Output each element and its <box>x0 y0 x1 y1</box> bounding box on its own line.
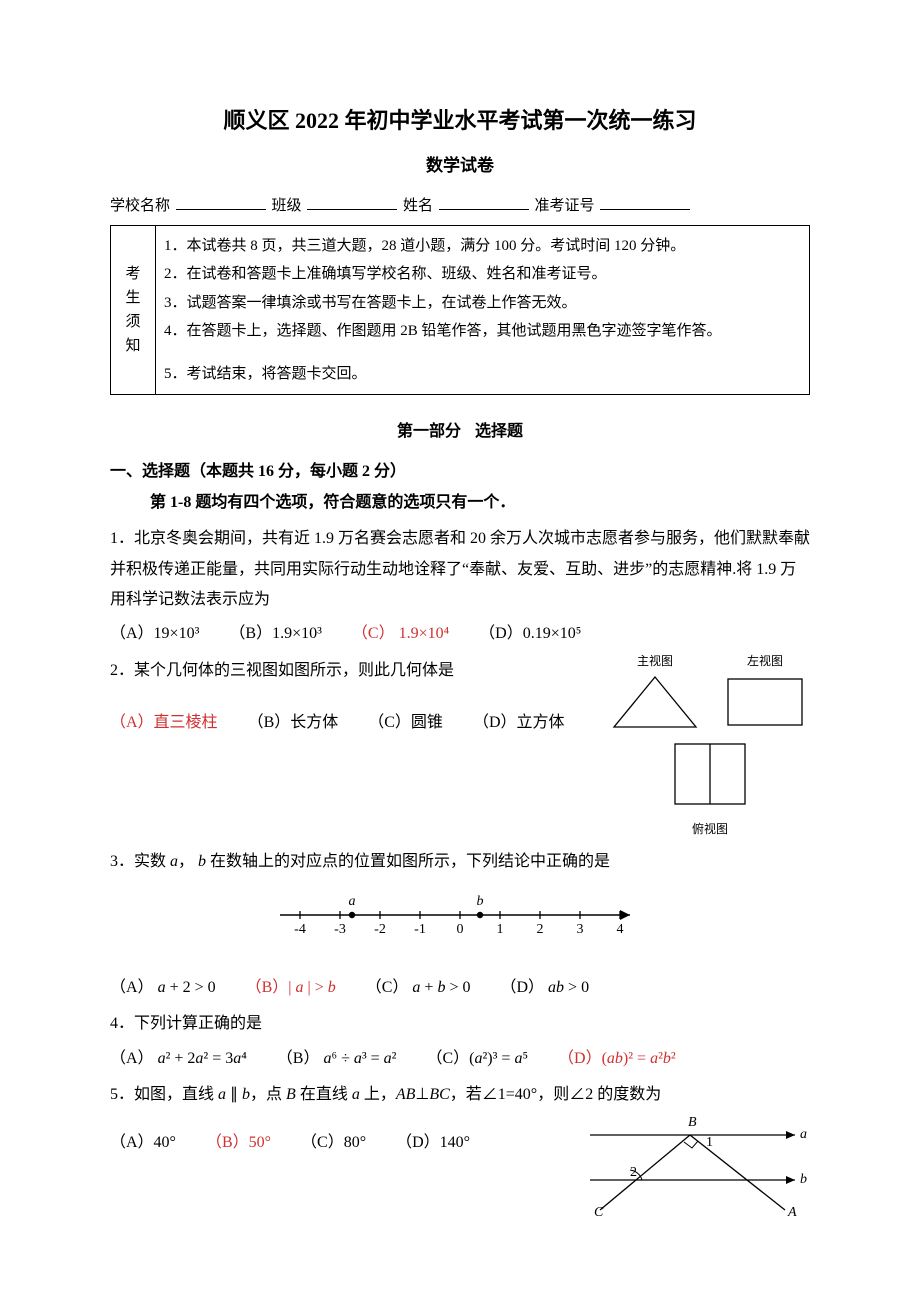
q3-opt-a: （A） a + 2 > 0 <box>110 973 216 1003</box>
q5-opt-b: （B）50° <box>206 1128 271 1158</box>
q5-diagram: B a b C A 1 2 <box>570 1110 810 1231</box>
question-3: 3．实数 a， b 在数轴上的对应点的位置如图所示，下列结论中正确的是 <box>110 847 810 877</box>
class-label: 班级 <box>272 198 302 214</box>
notice-item: 2．在试卷和答题卡上准确填写学校名称、班级、姓名和准考证号。 <box>164 260 801 289</box>
svg-text:-2: -2 <box>374 922 386 937</box>
q5-opt-a: （A）40° <box>110 1128 176 1158</box>
svg-text:A: A <box>787 1205 797 1220</box>
notice-gap <box>164 346 801 360</box>
q5-text-a: 5．如图，直线 <box>110 1086 218 1103</box>
q3-opt-c: （C） a + b > 0 <box>366 973 471 1003</box>
svg-text:2: 2 <box>537 922 544 937</box>
q4-opt-b: （B） a⁶ ÷ a³ = a² <box>277 1044 397 1074</box>
notice-left-text: 考生须知 <box>125 266 140 354</box>
front-view-label: 主视图 <box>610 650 700 673</box>
q1-opt-a: （A）19×10³ <box>110 619 199 649</box>
mc-header: 一、选择题（本题共 16 分，每小题 2 分） <box>110 457 810 487</box>
left-view-icon <box>720 673 810 731</box>
q2-options: （A）直三棱柱 （B）长方体 （C）圆锥 （D）立方体 <box>110 708 610 738</box>
notice-item: 1．本试卷共 8 页，共三道大题，28 道小题，满分 100 分。考试时间 12… <box>164 232 801 261</box>
q3-text-b: ， <box>178 853 198 870</box>
parallel-lines-icon: B a b C A 1 2 <box>570 1110 810 1220</box>
top-view-icon <box>669 740 751 810</box>
q1-opt-c: （C） 1.9×10⁴ <box>352 619 449 649</box>
ticket-label: 准考证号 <box>535 198 595 214</box>
q1-options: （A）19×10³ （B）1.9×10³ （C） 1.9×10⁴ （D）0.19… <box>110 619 810 649</box>
q4-opt-c: （C）(a²)³ = a⁵ <box>426 1044 528 1074</box>
svg-text:-4: -4 <box>294 922 306 937</box>
ticket-blank <box>600 194 690 210</box>
question-1: 1．北京冬奥会期间，共有近 1.9 万名赛会志愿者和 20 余万人次城市志愿者参… <box>110 524 810 615</box>
question-5: 5．如图，直线 a ∥ b，点 B 在直线 a 上，AB⊥BC，若∠1=40°，… <box>110 1080 810 1110</box>
svg-text:a: a <box>349 894 356 909</box>
mc-instruction: 第 1-8 题均有四个选项，符合题意的选项只有一个． <box>150 488 810 518</box>
front-view-icon <box>610 673 700 731</box>
notice-left-label: 考生须知 <box>111 225 156 395</box>
name-label: 姓名 <box>403 198 433 214</box>
q4-opt-d: （D）(ab)² = a²b² <box>558 1044 676 1074</box>
notice-item: 3．试题答案一律填涂或书写在答题卡上，在试卷上作答无效。 <box>164 289 801 318</box>
q1-opt-b: （B）1.9×10³ <box>229 619 322 649</box>
top-view-label: 俯视图 <box>669 818 751 841</box>
q5-text-d: 上， <box>360 1086 396 1103</box>
q5-options: （A）40° （B）50° （C）80° （D）140° <box>110 1128 570 1158</box>
q5-text-e: ，若∠1=40°，则∠2 的度数为 <box>450 1086 661 1103</box>
three-views-diagram: 主视图 左视图 俯视图 <box>610 650 810 841</box>
school-blank <box>176 194 266 210</box>
q5-text-b: ，点 <box>250 1086 286 1103</box>
notice-body: 1．本试卷共 8 页，共三道大题，28 道小题，满分 100 分。考试时间 12… <box>156 225 810 395</box>
number-line-diagram: -4 -3 -2 -1 0 1 2 3 4 a b <box>110 887 810 954</box>
q2-opt-c: （C）圆锥 <box>368 708 443 738</box>
q3-options: （A） a + 2 > 0 （B）| a | > b （C） a + b > 0… <box>110 973 810 1003</box>
svg-text:b: b <box>800 1172 807 1187</box>
svg-text:3: 3 <box>577 922 584 937</box>
svg-text:2: 2 <box>630 1165 637 1180</box>
q4-opt-a: （A） a² + 2a² = 3a⁴ <box>110 1044 247 1074</box>
name-blank <box>439 194 529 210</box>
question-4: 4．下列计算正确的是 <box>110 1009 810 1039</box>
notice-item: 5．考试结束，将答题卡交回。 <box>164 360 801 389</box>
section-b: 选择题 <box>475 423 523 440</box>
q2-opt-d: （D）立方体 <box>473 708 565 738</box>
q3-text-a: 3．实数 <box>110 853 170 870</box>
q5-row: （A）40° （B）50° （C）80° （D）140° <box>110 1110 810 1231</box>
q3-opt-b: （B）| a | > b <box>246 973 336 1003</box>
section-a: 第一部分 <box>397 423 461 440</box>
q1-opt-d: （D）0.19×10⁵ <box>479 619 581 649</box>
q4-options: （A） a² + 2a² = 3a⁴ （B） a⁶ ÷ a³ = a² （C）(… <box>110 1044 810 1074</box>
q2-opt-a: （A）直三棱柱 <box>110 708 218 738</box>
svg-text:1: 1 <box>706 1135 713 1150</box>
q2-opt-b: （B）长方体 <box>248 708 339 738</box>
q5-opt-d: （D）140° <box>396 1128 470 1158</box>
section-header: 第一部分选择题 <box>110 417 810 447</box>
page-subtitle: 数学试卷 <box>110 150 810 182</box>
class-blank <box>307 194 397 210</box>
q3-text-c: 在数轴上的对应点的位置如图所示，下列结论中正确的是 <box>206 853 610 870</box>
q3-opt-d: （D） ab > 0 <box>500 973 589 1003</box>
q5-text-c: 在直线 <box>296 1086 352 1103</box>
notice-item: 4．在答题卡上，选择题、作图题用 2B 铅笔作答，其他试题用黑色字迹签字笔作答。 <box>164 317 801 346</box>
svg-text:0: 0 <box>457 922 464 937</box>
svg-text:-1: -1 <box>414 922 426 937</box>
school-label: 学校名称 <box>110 198 170 214</box>
svg-text:C: C <box>594 1205 604 1220</box>
svg-text:4: 4 <box>617 922 624 937</box>
svg-text:1: 1 <box>497 922 504 937</box>
header-line: 学校名称 班级 姓名 准考证号 <box>110 192 810 221</box>
page-title: 顺义区 2022 年初中学业水平考试第一次统一练习 <box>110 100 810 142</box>
svg-text:-3: -3 <box>334 922 346 937</box>
svg-text:a: a <box>800 1127 807 1142</box>
left-view-label: 左视图 <box>720 650 810 673</box>
svg-text:b: b <box>477 894 484 909</box>
notice-table: 考生须知 1．本试卷共 8 页，共三道大题，28 道小题，满分 100 分。考试… <box>110 225 810 396</box>
q5-opt-c: （C）80° <box>301 1128 366 1158</box>
svg-text:B: B <box>688 1115 697 1130</box>
number-line-icon: -4 -3 -2 -1 0 1 2 3 4 a b <box>270 887 650 943</box>
